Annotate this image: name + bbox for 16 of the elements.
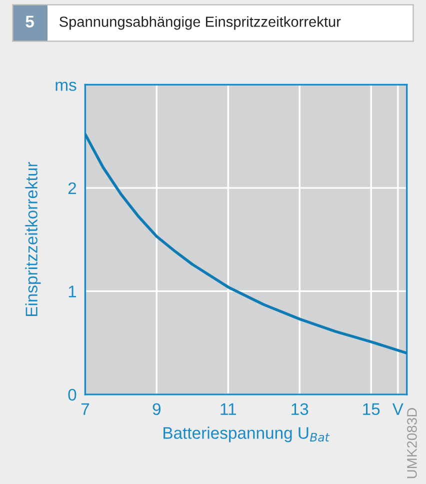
- y-tick-label: 0: [68, 388, 76, 401]
- x-axis-title: Batteriespannung U$_{Bat}$: [164, 426, 330, 442]
- chart-title: Spannungsabhängige Einspritzzeitkorrektur: [59, 16, 341, 30]
- x-tick-label: 15: [363, 403, 380, 416]
- text: UMK2083D: [407, 408, 417, 478]
- line-series: [85, 132, 407, 355]
- y-tick-label: ms: [56, 82, 76, 91]
- y-axis-title: Einspritzzeitkorrektur: [25, 162, 41, 316]
- x-tick-label: 13: [292, 403, 308, 416]
- x-tick-label: 7: [81, 403, 89, 415]
- text: 5: [26, 16, 34, 28]
- x-tick-label: V: [392, 403, 404, 415]
- y-tick-label: 2: [68, 182, 76, 194]
- x-tick-label: 9: [152, 403, 161, 416]
- y-tick-label: 1: [68, 286, 76, 298]
- x-tick-label: 11: [220, 403, 236, 415]
